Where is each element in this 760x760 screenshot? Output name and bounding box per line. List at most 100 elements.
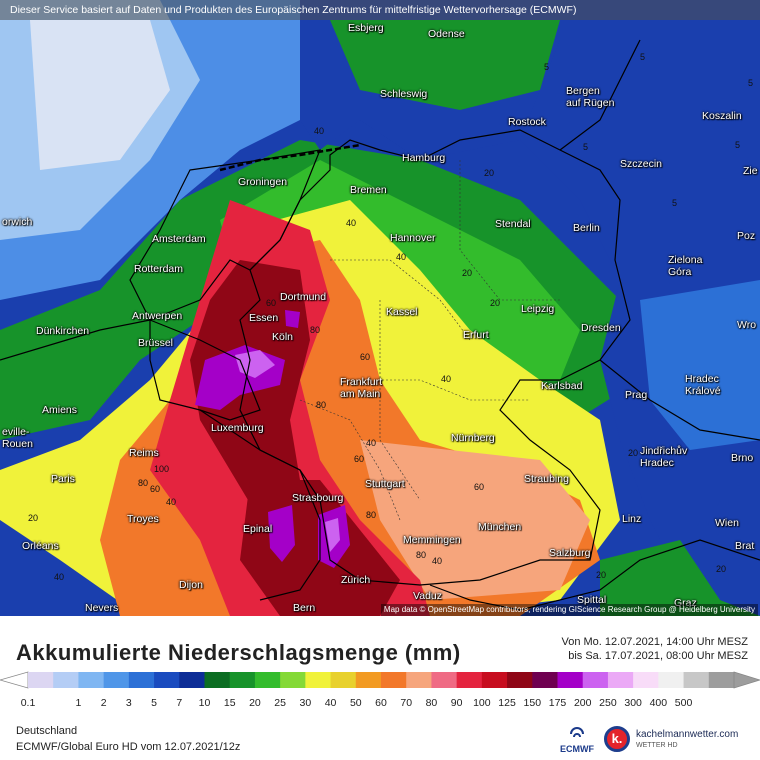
city-label-reims: Reims (129, 447, 159, 459)
colorbar-swatch (481, 672, 508, 688)
precip-colorbar (0, 671, 760, 689)
country-borders (0, 39, 760, 611)
contour-label: 5 (748, 78, 754, 88)
contour-label: 5 (583, 142, 589, 152)
contour-label: 40 (366, 438, 377, 448)
colorbar-tick-labels: 0.1 1 2 3 5 7 10 15 20 25 30 40 50 60 70 80 90 100 125 150 1… (0, 697, 760, 711)
colorbar-tick-label: 500 (674, 697, 693, 709)
contour-label: 20 (596, 570, 607, 580)
precip-field-purple-ruhr (285, 310, 300, 328)
colorbar-tick-label: 70 (400, 697, 413, 709)
region-label: Deutschland (16, 725, 78, 737)
city-label-kralove: Hradec Králové (685, 373, 721, 397)
city-label-prag: Prag (625, 389, 648, 401)
city-label-vaduz: Vaduz (413, 590, 442, 602)
city-label-essen: Essen (249, 312, 279, 324)
colorbar-tick-label: 300 (624, 697, 642, 709)
colorbar-tick-label: 50 (349, 697, 362, 709)
contour-label: 40 (396, 252, 407, 262)
precip-field-violet-blackforest (325, 518, 340, 552)
contour-label: 20 (484, 168, 495, 178)
contour-label: 20 (628, 448, 639, 458)
city-label-graz: Graz (674, 597, 697, 609)
map-canvas (0, 0, 760, 616)
colorbar-swatch (330, 672, 357, 688)
city-label-odense: Odense (428, 28, 465, 40)
contour-label: 20 (490, 298, 501, 308)
precip-field-lowest (30, 20, 170, 170)
precipitation-map: Dieser Service basiert auf Daten und Pro… (0, 0, 760, 616)
colorbar-swatch (557, 672, 584, 688)
colorbar-swatch (406, 672, 432, 688)
contour-label: 80 (310, 325, 321, 335)
city-label-norwich: orwich (2, 216, 33, 228)
precip-field-east-mid-blue (640, 280, 760, 450)
colorbar-arrow-right (733, 671, 760, 689)
city-label-munchen: München (478, 521, 522, 533)
city-label-rotterdam: Rotterdam (134, 263, 184, 275)
colorbar-tick-label: 80 (425, 697, 438, 709)
city-label-nevers: Nevers (85, 602, 119, 614)
city-label-paris: Paris (51, 473, 75, 485)
city-label-hannover: Hannover (390, 232, 436, 244)
colorbar-swatch (507, 672, 533, 688)
city-label-stuttgart: Stuttgart (365, 478, 405, 490)
period-end: bis Sa. 17.07.2021, 08:00 Uhr MESZ (568, 650, 748, 662)
city-label-bremen: Bremen (350, 184, 387, 196)
colorbar-arrow-left (0, 671, 29, 689)
city-label-amiens: Amiens (42, 404, 78, 416)
city-label-zie: Zie (743, 165, 758, 177)
kachelmann-k-icon: k. (604, 726, 630, 752)
colorbar-swatch (280, 672, 306, 688)
colorbar-swatch (254, 672, 281, 688)
contour-label: 80 (316, 400, 327, 410)
city-label-stendal: Stendal (495, 218, 531, 230)
contour-label: 5 (735, 140, 741, 150)
city-label-hamburg: Hamburg (402, 152, 446, 164)
colorbar-swatch (607, 672, 634, 688)
colorbar-tick-label: 250 (599, 697, 617, 709)
contour-label: 60 (360, 352, 371, 362)
colorbar-tick-label: 200 (573, 697, 592, 709)
colorbar-tick-label: 20 (249, 697, 261, 709)
colorbar-tick-label: 0.1 (20, 697, 36, 709)
kachelmann-subtitle: WETTER HD (636, 742, 678, 749)
state-borders (299, 160, 560, 521)
colorbar-swatch (28, 672, 54, 688)
contour-label: 80 (366, 510, 377, 520)
city-label-koln: Köln (272, 331, 294, 343)
ecmwf-wordmark: ECMWF (560, 744, 594, 754)
colorbar-swatch (431, 672, 458, 688)
city-label-erfurt: Erfurt (463, 329, 489, 341)
city-label-jindrichuv: Jindřichův Hradec (640, 445, 688, 469)
contour-label: 40 (441, 374, 452, 384)
city-label-szczecin: Szczecin (620, 158, 663, 170)
ecmwf-icon (570, 727, 584, 738)
kachelmannwetter-logo: k. kachelmannwetter.com WETTER HD (604, 726, 754, 756)
city-label-linz: Linz (622, 513, 642, 525)
precip-field-alps-east (600, 540, 760, 616)
city-label-dijon: Dijon (179, 579, 203, 591)
map-attribution: Map data © OpenStreetMap contributors, r… (380, 604, 758, 616)
contour-label: 60 (150, 484, 161, 494)
colorbar-swatch (154, 672, 180, 688)
city-label-luxemburg: Luxemburg (211, 422, 264, 434)
city-label-brussel: Brüssel (138, 337, 174, 349)
colorbar-swatch (582, 672, 609, 688)
city-label-zielona: Zielona Góra (668, 254, 703, 278)
colorbar-tick-label: 40 (324, 697, 337, 709)
colorbar-swatch (708, 672, 735, 688)
city-label-dortmund: Dortmund (280, 291, 327, 303)
city-label-rostock: Rostock (508, 116, 546, 128)
colorbar-swatch (128, 672, 155, 688)
contour-label: 20 (462, 268, 473, 278)
city-label-dresden: Dresden (581, 322, 621, 334)
city-label-nurnberg: Nürnberg (451, 432, 495, 444)
colorbar-tick-label: 100 (473, 697, 491, 709)
city-label-strasbourg: Strasbourg (292, 492, 344, 504)
colorbar-swatch (633, 672, 659, 688)
contour-label: 5 (672, 198, 678, 208)
contour-label: 60 (474, 482, 485, 492)
colorbar-swatch (355, 672, 382, 688)
colorbar-swatch (381, 672, 407, 688)
